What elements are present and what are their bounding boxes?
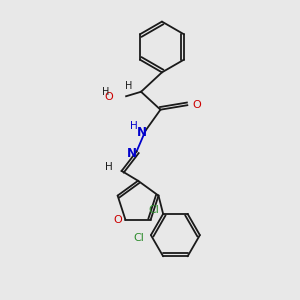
Text: N: N: [136, 126, 147, 139]
Text: Cl: Cl: [134, 233, 144, 243]
Text: O: O: [113, 215, 122, 225]
Text: O: O: [104, 92, 113, 102]
Text: H: H: [102, 87, 110, 97]
Text: O: O: [192, 100, 201, 110]
Text: Cl: Cl: [149, 205, 160, 215]
Text: H: H: [105, 162, 113, 172]
Text: H: H: [130, 121, 137, 131]
Text: H: H: [125, 81, 133, 91]
Text: N: N: [127, 147, 136, 160]
